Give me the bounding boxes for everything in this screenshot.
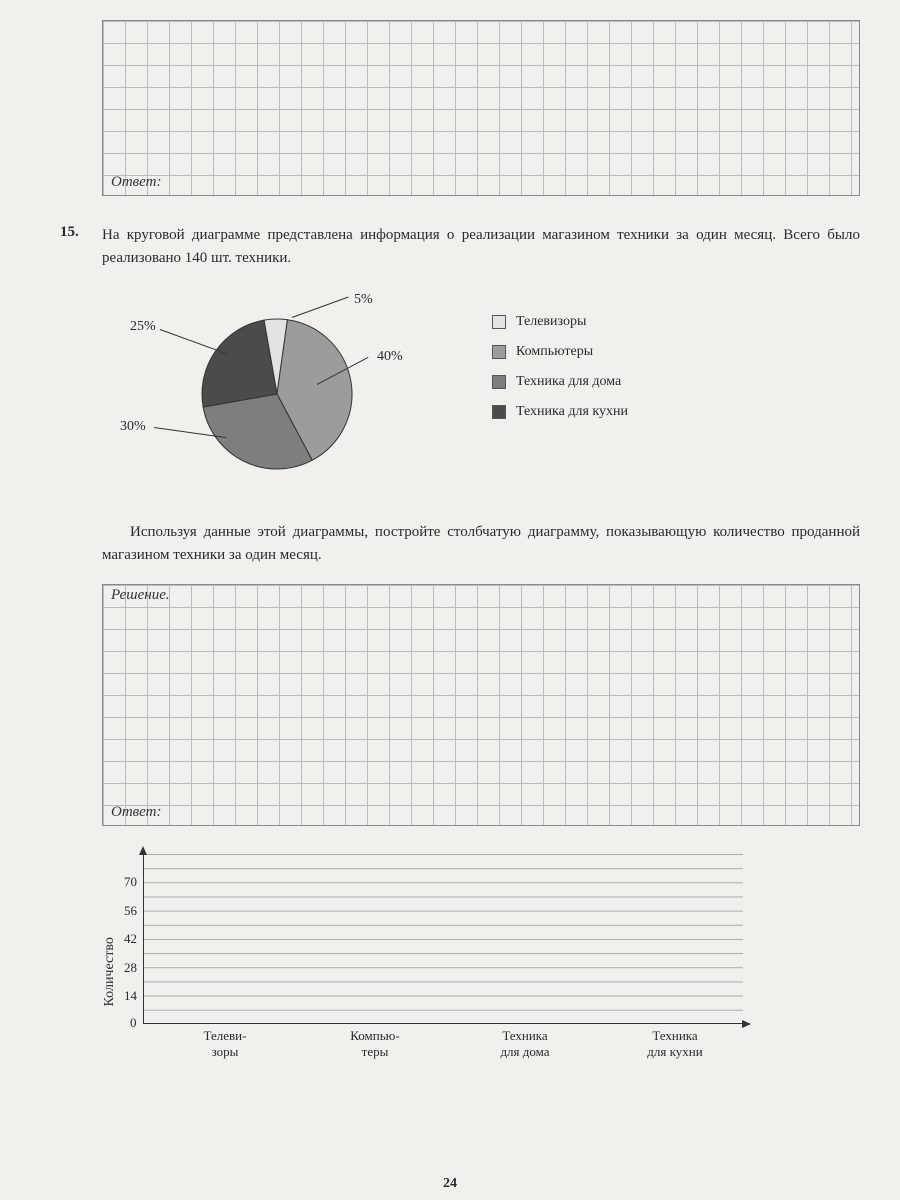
page-number: 24 (0, 1176, 900, 1192)
y-axis-label: Количество (102, 854, 118, 1061)
pct-label-40: 40% (377, 349, 403, 365)
answer-label-top: Ответ: (109, 174, 163, 191)
legend-item: Компьютеры (492, 344, 628, 360)
legend-label: Техника для дома (516, 374, 621, 390)
legend-item: Телевизоры (492, 314, 628, 330)
x-label: Техникадля дома (450, 1028, 600, 1061)
answer-label-bottom: Ответ: (109, 804, 163, 821)
origin-zero: 0 (130, 1015, 137, 1031)
legend-item: Техника для кухни (492, 404, 628, 420)
pct-label-30: 30% (120, 419, 146, 435)
pie-chart-block: 5% 40% 30% 25% Телевизоры Компьютеры Тех… (102, 289, 860, 499)
pct-label-5: 5% (354, 292, 373, 308)
x-label: Компью-теры (300, 1028, 450, 1061)
x-label: Техникадля кухни (600, 1028, 750, 1061)
problem-number: 15. (60, 224, 102, 269)
legend-swatch (492, 405, 506, 419)
instruction-text: Используя данные этой диаграммы, построй… (102, 521, 860, 566)
solution-label: Решение. (109, 587, 172, 604)
legend-swatch (492, 315, 506, 329)
pct-label-25: 25% (130, 319, 156, 335)
x-labels: Телеви-зоры Компью-теры Техникадля дома … (150, 1024, 750, 1061)
x-axis-arrow-icon (742, 1020, 751, 1028)
pie-chart: 5% 40% 30% 25% (102, 289, 412, 499)
solution-grid: Решение. Ответ: (102, 584, 860, 826)
legend-item: Техника для дома (492, 374, 628, 390)
pie-legend: Телевизоры Компьютеры Техника для дома Т… (492, 314, 628, 434)
problem-text: На круговой диаграмме представлена инфор… (102, 224, 860, 269)
problem-15: 15. На круговой диаграмме представлена и… (60, 224, 860, 269)
y-ticks: 70 56 42 28 14 (124, 854, 137, 1024)
legend-label: Техника для кухни (516, 404, 628, 420)
legend-swatch (492, 345, 506, 359)
y-axis-arrow-icon (139, 846, 147, 855)
legend-label: Компьютеры (516, 344, 593, 360)
legend-swatch (492, 375, 506, 389)
legend-label: Телевизоры (516, 314, 586, 330)
bar-plot-area: 0 (143, 854, 743, 1024)
answer-grid-top: Ответ: (102, 20, 860, 196)
x-label: Телеви-зоры (150, 1028, 300, 1061)
bar-chart-template: Количество 70 56 42 28 14 0 Телеви-зоры … (102, 854, 860, 1061)
